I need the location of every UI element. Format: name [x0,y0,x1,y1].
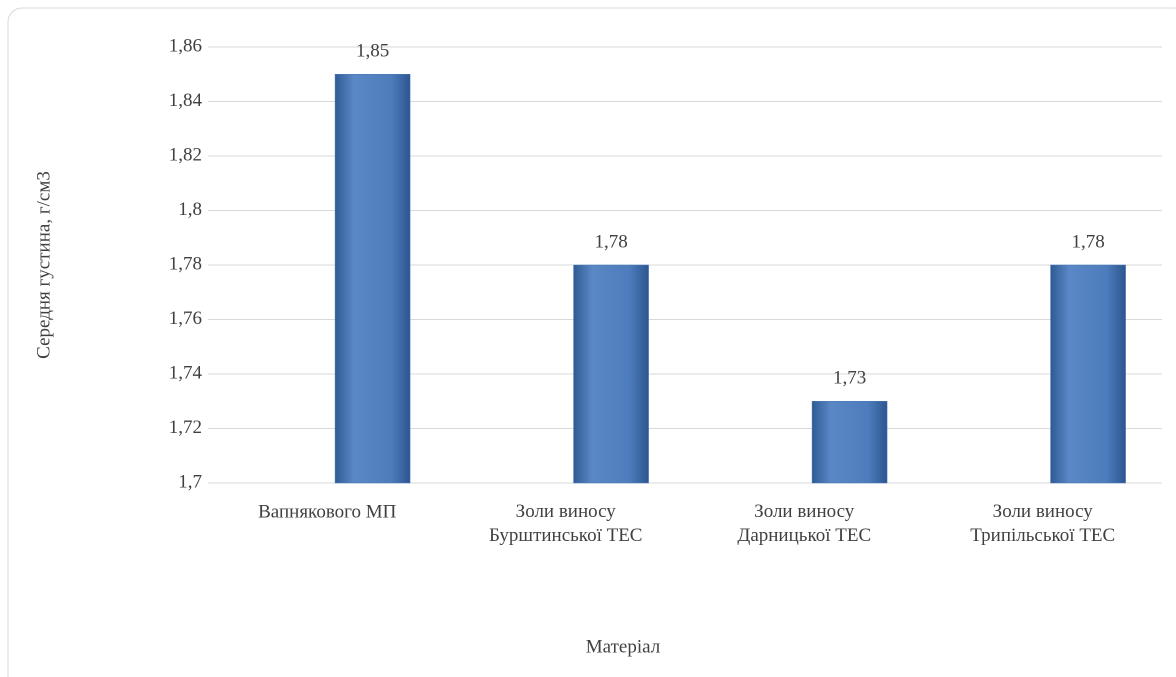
bar [1050,264,1126,484]
y-tick-label: 1,74 [169,362,203,383]
y-tick-label: 1,78 [169,253,202,274]
y-tick-label: 1,8 [178,199,202,220]
y-tick-label: 1,82 [169,144,202,165]
value-label: 1,78 [594,231,627,252]
value-label: 1,85 [356,41,389,62]
x-tick-label: Золи виносу Бурштинської ТЕС [489,501,642,546]
bar [811,401,888,484]
y-axis-title: Середня густина, г/см3 [33,171,54,359]
bar [573,264,649,484]
bar [334,74,411,484]
value-label: 1,78 [1071,231,1104,252]
x-axis-title: Матеріал [586,636,661,657]
x-tick-label: Золи виносу Трипільської ТЕС [970,501,1115,546]
y-tick-label: 1,72 [169,417,202,438]
value-label: 1,73 [833,368,866,389]
y-tick-label: 1,86 [169,35,202,56]
y-tick-label: 1,7 [178,471,202,492]
x-tick-label: Золи виносу Дарницької ТЕС [737,501,871,546]
y-tick-label: 1,76 [169,308,202,329]
x-tick-label: Вапнякового МП [258,501,397,522]
y-tick-label: 1,84 [169,90,203,111]
